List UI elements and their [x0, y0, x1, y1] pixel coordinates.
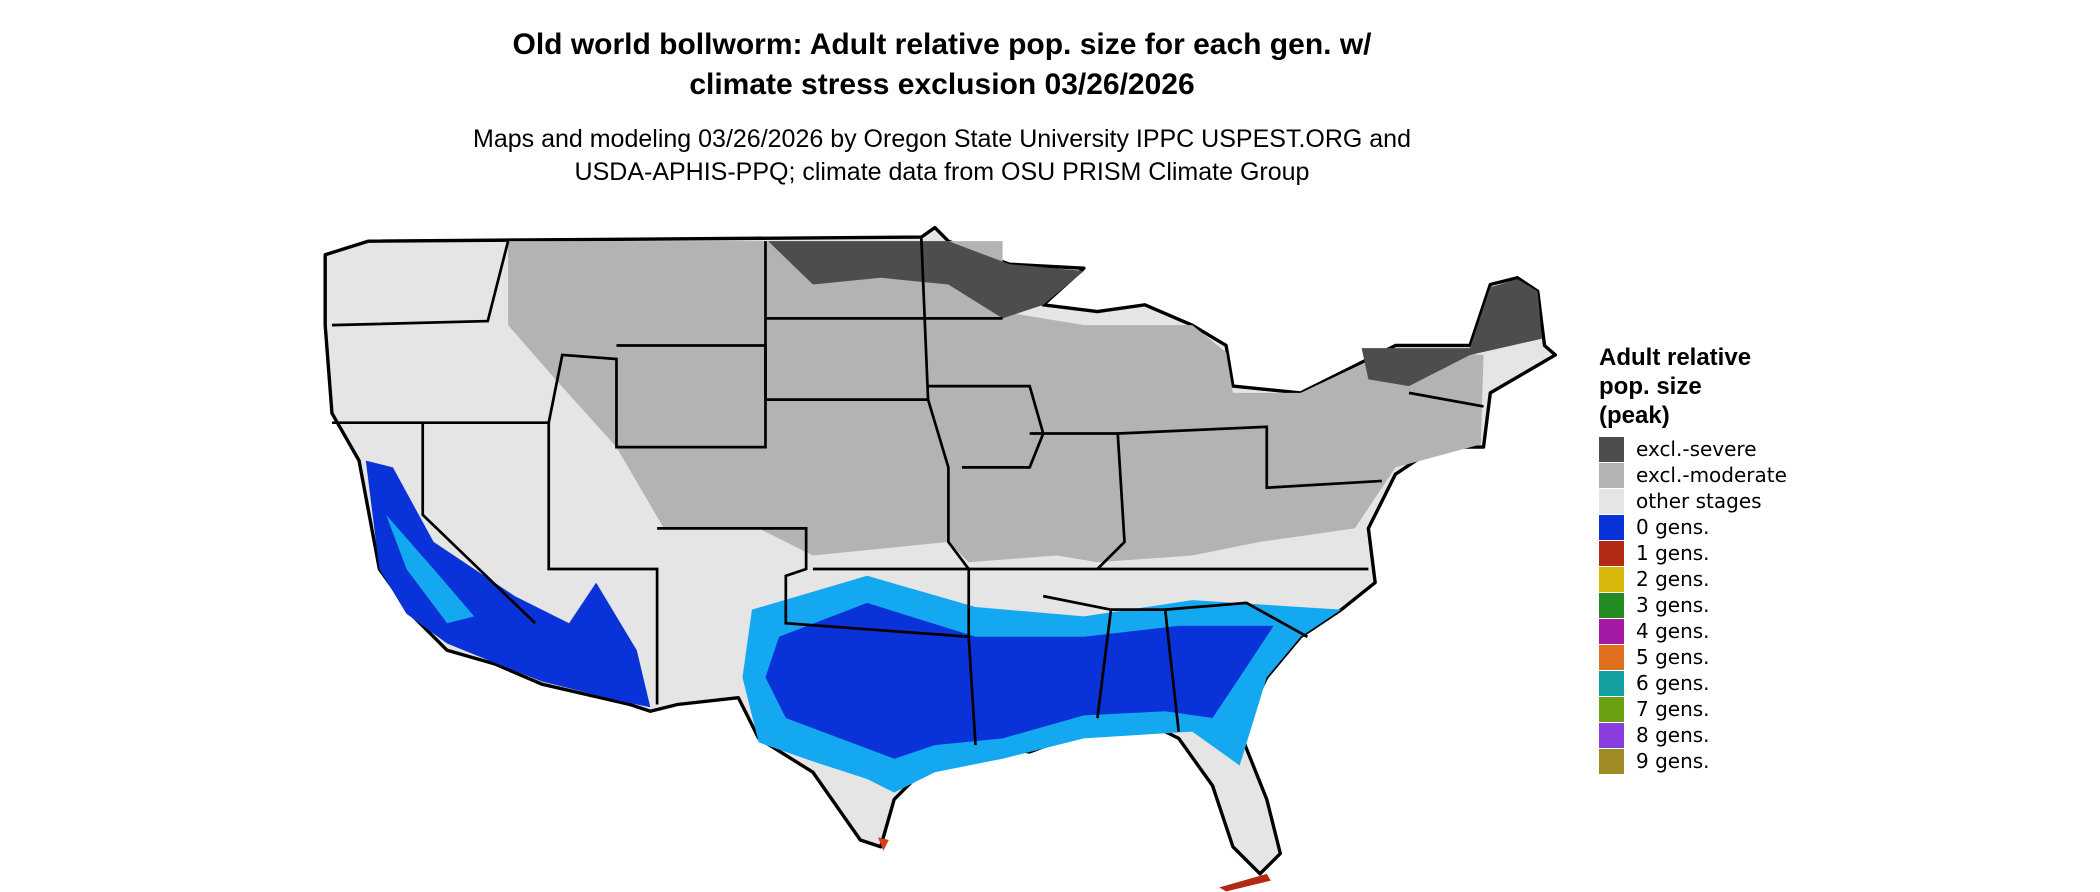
title-line: climate stress exclusion 03/26/2026: [689, 68, 1195, 101]
legend-label: 3 gens.: [1636, 593, 1710, 617]
legend-label: 7 gens.: [1636, 697, 1710, 721]
state-borders: [331, 237, 1484, 746]
legend-swatch: [1599, 462, 1624, 488]
legend-label: 0 gens.: [1636, 515, 1710, 539]
legend-label: 2 gens.: [1636, 567, 1710, 591]
legend-swatch: [1599, 488, 1624, 514]
title-line: Old world bollworm: Adult relative pop. …: [512, 28, 1372, 61]
light-blue-region: [386, 514, 475, 624]
red-spot: [1219, 873, 1271, 892]
legend-swatch: [1599, 540, 1624, 566]
legend-item: excl.-moderate: [1599, 462, 1787, 488]
legend-item: 5 gens.: [1599, 644, 1710, 670]
legend-title-line: (peak): [1599, 402, 1670, 429]
legend-item: 0 gens.: [1599, 514, 1710, 540]
legend-swatch: [1599, 514, 1624, 540]
legend-item: excl.-severe: [1599, 436, 1757, 462]
legend-label: 1 gens.: [1636, 541, 1710, 565]
subtitle-line: Maps and modeling 03/26/2026 by Oregon S…: [473, 125, 1411, 153]
legend-item: 6 gens.: [1599, 670, 1710, 696]
legend-label: 4 gens.: [1636, 619, 1710, 643]
blue-region: [765, 602, 1274, 759]
legend-label: other stages: [1636, 489, 1762, 513]
legend-swatch: [1599, 644, 1624, 670]
legend-item: 4 gens.: [1599, 618, 1710, 644]
severe-region: [1361, 279, 1542, 387]
legend-item: 7 gens.: [1599, 696, 1710, 722]
legend-swatch: [1599, 748, 1624, 774]
legend-item: 1 gens.: [1599, 540, 1710, 566]
legend-swatch: [1599, 566, 1624, 592]
legend-label: excl.-moderate: [1636, 463, 1787, 487]
legend-label: 5 gens.: [1636, 645, 1710, 669]
legend-item: 9 gens.: [1599, 748, 1710, 774]
severe-region: [768, 241, 1084, 319]
legend-swatch: [1599, 722, 1624, 748]
legend-swatch: [1599, 670, 1624, 696]
legend-swatch: [1599, 696, 1624, 722]
legend-swatch: [1599, 592, 1624, 618]
legend-title-line: Adult relative: [1599, 344, 1752, 371]
red-spot: [877, 837, 889, 851]
legend-label: 9 gens.: [1636, 749, 1710, 773]
legend-item: 3 gens.: [1599, 592, 1710, 618]
legend-item: other stages: [1599, 488, 1762, 514]
legend-item: 8 gens.: [1599, 722, 1710, 748]
legend-swatch: [1599, 618, 1624, 644]
legend-label: excl.-severe: [1636, 437, 1757, 461]
moderate-region: [508, 241, 1484, 563]
legend-swatch: [1599, 436, 1624, 462]
legend-label: 8 gens.: [1636, 723, 1710, 747]
legend-title-line: pop. size: [1599, 373, 1702, 400]
subtitle-line: USDA-APHIS-PPQ; climate data from OSU PR…: [574, 158, 1310, 186]
blue-region: [365, 460, 651, 708]
legend-label: 6 gens.: [1636, 671, 1710, 695]
legend-item: 2 gens.: [1599, 566, 1710, 592]
